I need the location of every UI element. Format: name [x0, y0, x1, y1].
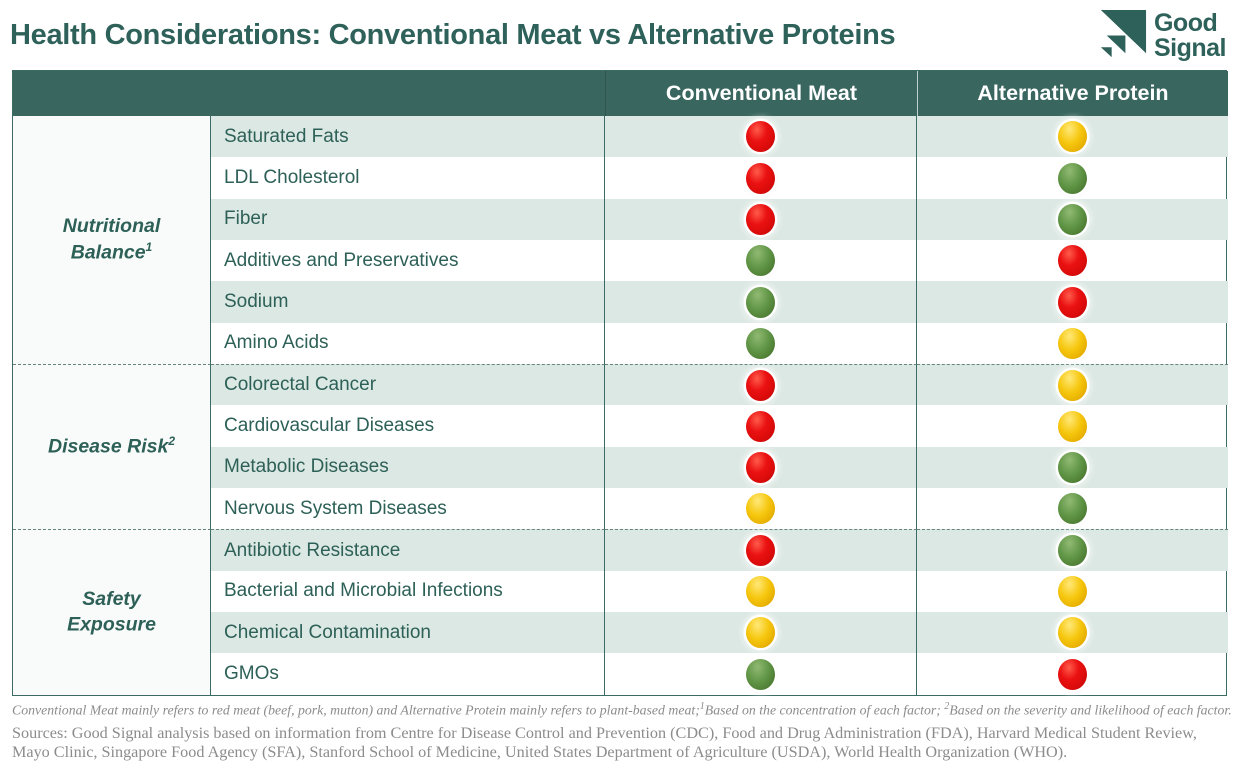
dot-cell-conventional — [605, 405, 917, 447]
dot-cell-alternative — [917, 157, 1228, 198]
factor-cell: Metabolic Diseases — [211, 446, 605, 489]
dot-cell-alternative — [917, 323, 1228, 364]
factor-cell: Additives and Preservatives — [211, 240, 605, 282]
group-footnote-ref: 2 — [168, 434, 176, 449]
status-dot — [1058, 327, 1087, 359]
status-dot — [1058, 617, 1087, 649]
page-title: Health Considerations: Conventional Meat… — [10, 19, 896, 51]
header-cell-factor — [211, 71, 605, 116]
dot-cell-conventional — [605, 570, 917, 613]
factor-cell: Nervous System Diseases — [211, 488, 605, 530]
dot-cell-conventional — [605, 157, 917, 199]
dot-cell-conventional — [605, 198, 917, 241]
group-label: Safety Exposure — [67, 588, 156, 636]
factor-cell: Fiber — [211, 198, 605, 241]
dot-cell-conventional — [605, 488, 917, 530]
column-header-label: Conventional Meat — [665, 81, 858, 105]
footnotes: Conventional Meat mainly refers to red m… — [12, 701, 1232, 763]
status-dot — [746, 162, 775, 194]
header-cell-conventional-meat: Conventional Meat — [605, 71, 917, 116]
factor-cell: Amino Acids — [211, 322, 605, 365]
header-cell-alternative-protein: Alternative Protein — [917, 71, 1228, 116]
footnote-definitions: Conventional Meat mainly refers to red m… — [12, 701, 1232, 718]
status-dot — [1058, 658, 1087, 690]
dot-cell-alternative — [917, 612, 1228, 654]
dot-cell-alternative — [917, 653, 1228, 694]
footnote-ref-1: 1 — [699, 701, 705, 712]
factor-cell: LDL Cholesterol — [211, 157, 605, 199]
factor-cell: GMOs — [211, 653, 605, 695]
header-cell-group — [13, 71, 211, 116]
dot-cell-alternative — [917, 529, 1228, 571]
dot-cell-alternative — [917, 198, 1228, 241]
status-dot — [746, 327, 775, 359]
status-dot — [1058, 286, 1087, 318]
status-dot — [746, 535, 775, 567]
status-dot — [1058, 575, 1087, 607]
factor-cell: Chemical Contamination — [211, 612, 605, 654]
dot-cell-conventional — [605, 116, 917, 158]
group-cell-disease-risk: Disease Risk2 — [13, 364, 211, 530]
status-dot — [1058, 162, 1087, 194]
status-dot — [746, 617, 775, 649]
group-footnote-ref: 1 — [145, 239, 153, 254]
status-dot — [746, 286, 775, 318]
dot-cell-conventional — [605, 281, 917, 323]
status-dot — [1058, 451, 1087, 483]
status-dot — [746, 575, 775, 607]
status-dot — [746, 658, 775, 690]
dot-cell-alternative — [917, 488, 1228, 529]
logo-text-line1: Good — [1153, 9, 1218, 37]
group-cell-nutritional-balance: Nutritional Balance1 — [13, 116, 211, 365]
group-label: Disease Risk2 — [47, 434, 176, 458]
group-label: Nutritional Balance1 — [62, 215, 161, 264]
status-dot — [1058, 245, 1087, 277]
dot-cell-conventional — [605, 446, 917, 489]
dot-cell-alternative — [917, 571, 1228, 612]
sources-text: Sources: Good Signal analysis based on i… — [12, 723, 1197, 762]
dot-cell-alternative — [917, 364, 1228, 406]
status-dot — [746, 121, 775, 153]
dot-cell-conventional — [605, 653, 917, 695]
dot-cell-alternative — [917, 446, 1228, 489]
factor-cell: Colorectal Cancer — [211, 364, 605, 406]
status-dot — [1058, 121, 1087, 153]
factor-cell: Cardiovascular Diseases — [211, 405, 605, 447]
dot-cell-conventional — [605, 322, 917, 365]
status-dot — [746, 493, 775, 525]
dot-cell-conventional — [605, 240, 917, 282]
status-dot — [746, 369, 775, 401]
group-cell-safety-exposure: Safety Exposure — [13, 529, 211, 695]
logo-text: Good Signal — [1153, 9, 1227, 62]
dot-cell-alternative — [917, 116, 1228, 158]
logo-text-line2: Signal — [1153, 33, 1227, 62]
good-signal-logo: Good Signal — [1092, 7, 1227, 64]
column-header-label: Alternative Protein — [977, 81, 1169, 105]
status-dot — [1058, 493, 1087, 525]
status-dot — [746, 451, 775, 483]
factor-cell: Sodium — [211, 281, 605, 323]
dot-cell-conventional — [605, 364, 917, 406]
dot-cell-alternative — [917, 405, 1228, 446]
dot-cell-conventional — [605, 612, 917, 654]
comparison-table: Conventional Meat Alternative Protein Nu… — [12, 70, 1228, 696]
dot-cell-alternative — [917, 240, 1228, 281]
status-dot — [746, 203, 775, 235]
factor-cell: Bacterial and Microbial Infections — [211, 570, 605, 613]
dot-cell-conventional — [605, 529, 917, 571]
good-signal-logo-icon — [1100, 9, 1147, 58]
factor-cell: Saturated Fats — [211, 116, 605, 158]
dot-cell-alternative — [917, 281, 1228, 323]
status-dot — [1058, 410, 1087, 442]
status-dot — [746, 245, 775, 277]
status-dot — [1058, 203, 1087, 235]
factor-cell: Antibiotic Resistance — [211, 529, 605, 571]
status-dot — [1058, 369, 1087, 401]
status-dot — [746, 410, 775, 442]
status-dot — [1058, 535, 1087, 567]
footnote-ref-2: 2 — [944, 701, 950, 712]
